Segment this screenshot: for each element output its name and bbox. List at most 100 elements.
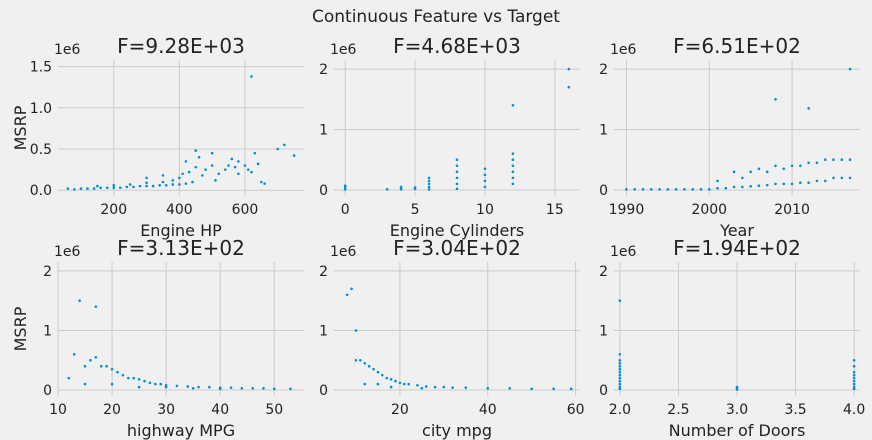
chart-1-data-point [86,187,89,190]
chart-5-data-point [398,381,402,385]
chart-2-data-point [343,184,347,188]
chart-4-xtick-label: 50 [265,402,283,418]
chart-2-xtick-label: 0 [341,202,350,218]
chart-6-data-point [852,358,856,362]
chart-6-data-point [852,373,856,377]
chart-1-data-point [250,170,253,174]
chart-5-data-point [389,378,393,381]
chart-1-data-point [246,168,250,171]
chart-2-data-point [511,170,515,174]
chart-3-data-point [774,97,777,101]
chart-3-xtick-label: 2010 [774,202,810,218]
chart-1-data-point [256,162,260,166]
chart-3-data-point [716,179,719,183]
chart-5-ytick-label: 1 [319,323,328,339]
chart-4-ytick-label: 2 [43,264,52,280]
chart-1-data-point [201,174,204,177]
chart-1-data-point [204,168,207,171]
chart-4-data-point [208,385,211,389]
chart-3-data-point [683,188,686,191]
chart-4-data-point [137,378,141,381]
chart-6-data-point [618,358,622,362]
chart-6-data-point [852,376,856,380]
chart-3-data-point [790,164,794,168]
chart-4-data-point [110,382,114,386]
chart-1-data-point [223,168,227,171]
chart-4-data-point [164,383,168,387]
chart-1-data-point [260,180,263,184]
chart-2-data-point [399,185,403,189]
chart-5-ytick-label: 0 [319,383,328,399]
chart-6-data-point [618,387,622,391]
chart-6-data-point [618,373,622,377]
chart-1-data-point [197,155,201,159]
chart-3-data-point [807,107,810,110]
chart-6-yaxis-offset-label: 1e6 [610,244,637,260]
chart-1-ytick-label: 0.5 [30,142,52,158]
chart-6-xtick-label: 2.5 [667,402,689,418]
chart-5-data-point [407,382,410,386]
chart-5-xtick-label: 20 [391,402,409,418]
chart-3-data-point [790,182,794,186]
chart-3-data-point [633,188,637,191]
chart-3-data-point [765,183,769,187]
chart-1-data-point [210,164,214,167]
chart-2-data-point [483,179,487,183]
chart-1-data-point [119,186,122,190]
chart-2-data-point [455,176,459,180]
chart-6-data-point [618,385,622,389]
chart-5-data-point [372,367,375,371]
chart-4-ytick-label: 1 [43,323,52,339]
chart-3-data-point [674,188,678,191]
chart-2-data-point [427,182,431,186]
chart-1-data-point [96,184,99,188]
chart-3-data-point [807,181,810,185]
chart-5-data-point [394,379,397,383]
chart-5-data-point [442,385,446,389]
chart-2-data-point [427,188,431,191]
chart-6-xtick-label: 4.0 [843,402,865,418]
chart-4-data-point [175,384,179,388]
chart-1-ytick-label: 1.5 [30,60,52,76]
chart-3-ytick-label: 1 [599,123,608,139]
chart-3-data-point [848,158,852,162]
chart-1-data-point [171,183,175,186]
chart-1-data-point [263,182,266,185]
chart-1-data-point [171,179,175,182]
chart-4-xtick-label: 20 [103,402,121,418]
chart-6-xtick-label: 3.5 [784,402,806,418]
chart-1-data-point [125,185,129,189]
chart-3-data-point [848,67,852,71]
chart-5-data-point [569,387,573,391]
chart-6-data-point [852,387,856,391]
chart-1-data-point [194,165,198,169]
chart-1-data-point [145,184,148,188]
chart-1-ytick-label: 0.0 [30,183,52,199]
chart-6-data-point [618,382,622,386]
chart-5-data-point [486,386,490,390]
chart-3-data-point [691,188,694,191]
chart-5-data-point [385,376,389,380]
chart-4-data-point [272,387,276,391]
chart-3-data-point [741,176,744,180]
chart-5-data-point [389,385,393,389]
chart-3-data-point [724,186,728,190]
chart-6-ytick-label: 2 [599,264,608,280]
chart-4-data-point [218,387,222,391]
chart-3-data-point [741,185,744,189]
chart-6-data-point [618,353,622,356]
chart-5-data-point [451,386,454,389]
chart-2-data-point [343,186,347,189]
chart-2-data-point [483,167,487,171]
chart-2-data-point [455,187,459,191]
chart-4-data-point [143,379,146,383]
chart-1-data-point [178,183,181,186]
chart-4-data-point [126,376,130,380]
chart-5-xtick-label: 40 [479,402,497,418]
chart-3-data-point [649,188,653,191]
chart-1-xtick-label: 600 [232,202,259,218]
chart-3-data-point [765,170,769,174]
chart-3-data-point [832,176,835,180]
